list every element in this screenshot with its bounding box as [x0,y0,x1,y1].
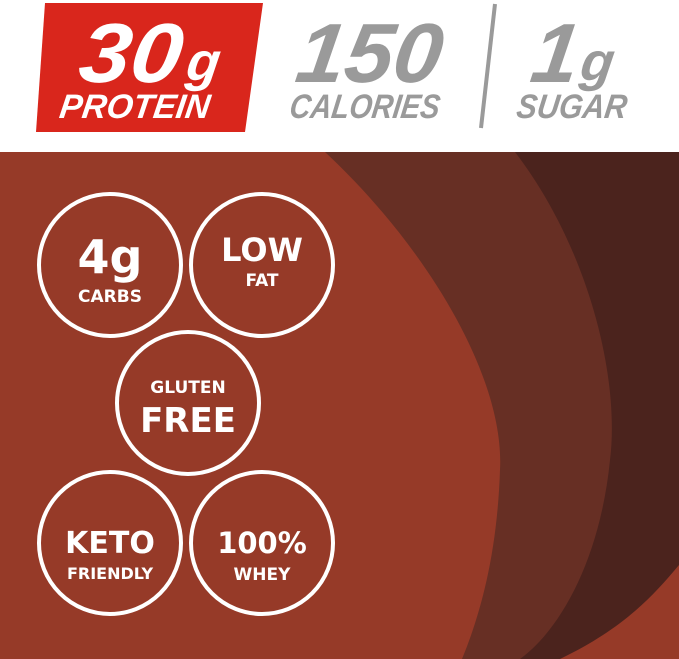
sugar-unit: g [576,32,618,92]
divider [479,3,497,129]
badge-carbs-value: 4g [78,230,143,284]
badge-carbs-label: CARBS [78,287,142,307]
badge-keto-small: FRIENDLY [67,564,154,583]
sugar-value: 1 [526,6,586,100]
badge-keto-big: KETO [65,526,155,561]
protein-value: 30 [74,6,189,100]
badge-keto: KETO FRIENDLY [37,470,183,616]
protein-tag: 30 g PROTEIN [57,6,224,126]
badge-low-fat-small: FAT [245,271,278,291]
badge-gluten-free: GLUTEN FREE [115,330,261,476]
badge-whey-small: WHEY [234,565,292,585]
badge-whey-big: 100% [217,526,307,560]
badge-whey: 100% WHEY [189,470,335,616]
badge-carbs: 4g CARBS [37,192,183,338]
badge-low-fat-big: LOW [221,231,303,269]
sugar-stat: 1 g SUGAR [514,6,630,126]
protein-unit: g [182,32,224,92]
wave-dark [515,152,679,659]
calories-label: CALORIES [287,88,442,126]
protein-label: PROTEIN [57,88,214,126]
calories-stat: 150 CALORIES [287,6,449,126]
calories-value: 150 [291,6,449,100]
badge-gluten-free-small: GLUTEN [150,378,225,398]
badge-low-fat: LOW FAT [189,192,335,338]
protein-tag-background [36,3,263,132]
badge-gluten-free-big: FREE [140,401,236,441]
sugar-label: SUGAR [514,88,630,126]
wave-light-corner [560,565,679,659]
